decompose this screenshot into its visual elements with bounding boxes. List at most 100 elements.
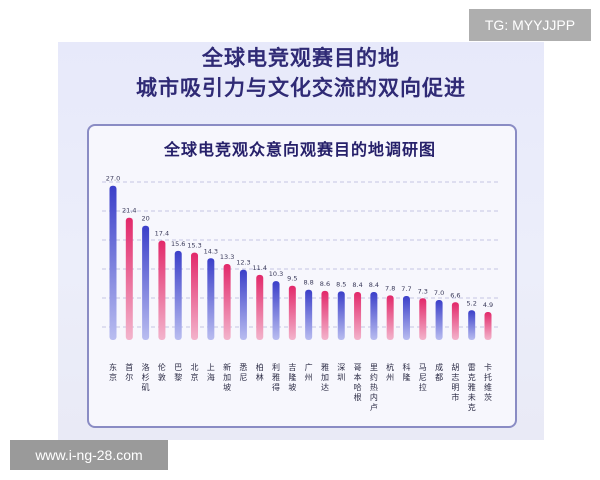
value-label: 6.6 (450, 291, 460, 299)
bar (239, 269, 247, 340)
category-label: 马尼拉 (419, 363, 427, 392)
category-char: 内 (370, 392, 378, 402)
category-char: 明 (451, 383, 459, 392)
category-char: 得 (272, 382, 280, 392)
category-label: 首尔 (125, 362, 133, 382)
category-char: 柏 (256, 362, 264, 372)
category-char: 尼 (239, 373, 247, 382)
value-label: 21.4 (122, 207, 136, 215)
category-char: 伦 (158, 362, 166, 372)
value-label: 5.2 (467, 299, 477, 307)
category-char: 卢 (370, 402, 378, 412)
category-char: 拉 (419, 382, 427, 392)
category-char: 尔 (125, 372, 133, 382)
category-char: 茨 (484, 392, 492, 402)
category-char: 托 (484, 372, 492, 382)
category-char: 京 (191, 372, 199, 382)
value-label: 15.3 (187, 242, 201, 250)
category-char: 加 (223, 372, 231, 382)
category-label: 杭州 (386, 362, 394, 382)
category-label: 里约热内卢 (370, 363, 378, 412)
category-label: 北京 (191, 363, 199, 382)
bar (321, 290, 329, 340)
category-label: 巴黎 (174, 363, 182, 382)
category-label: 利雅得 (272, 362, 280, 392)
category-char: 吉 (288, 363, 296, 372)
category-char: 坡 (288, 382, 296, 392)
category-label: 伦敦 (158, 362, 166, 382)
value-label: 17.4 (155, 230, 169, 238)
bar (288, 285, 296, 340)
bar (419, 298, 427, 340)
value-label: 20 (141, 215, 149, 223)
category-char: 矶 (142, 383, 150, 392)
watermark-site-badge: www.i-ng-28.com (10, 440, 168, 470)
category-char: 州 (305, 373, 313, 382)
value-label: 10.3 (269, 270, 283, 278)
category-char: 首 (125, 362, 133, 372)
bar (402, 296, 410, 340)
header-line-2: 城市吸引力与文化交流的双向促进 (136, 76, 466, 100)
category-label: 洛杉矶 (142, 362, 150, 392)
category-label: 柏林 (256, 362, 264, 382)
category-char: 成 (435, 362, 443, 372)
bar (370, 292, 378, 340)
category-char: 达 (321, 382, 329, 392)
category-label: 雅加达 (321, 362, 329, 392)
bar (451, 302, 459, 340)
category-char: 卡 (484, 362, 492, 372)
category-label: 广州 (305, 362, 313, 382)
bar (125, 217, 133, 340)
category-label: 科隆 (402, 362, 410, 382)
category-label: 哥本哈根 (354, 363, 362, 402)
category-char: 克 (468, 373, 476, 382)
category-label: 卡托维茨 (484, 362, 492, 402)
value-label: 4.9 (483, 301, 493, 309)
value-label: 7.3 (418, 287, 428, 295)
category-char: 新 (223, 362, 231, 372)
category-char: 巴 (174, 363, 182, 372)
value-label: 7.7 (401, 285, 411, 293)
category-char: 市 (451, 392, 459, 402)
bar (174, 250, 182, 340)
category-label: 东京 (109, 362, 117, 382)
category-char: 圳 (337, 372, 345, 382)
category-char: 杉 (142, 372, 150, 382)
watermark-tg-badge: TG: MYYJJPP (469, 9, 591, 41)
bar (272, 281, 280, 340)
value-label: 8.6 (320, 280, 330, 288)
category-char: 雅 (321, 362, 329, 372)
bar (223, 264, 231, 340)
value-label: 8.4 (352, 281, 362, 289)
category-char: 林 (256, 372, 264, 382)
category-char: 热 (370, 382, 378, 392)
category-label: 成都 (435, 362, 443, 382)
value-label: 9.5 (287, 275, 297, 283)
category-label: 新加坡 (223, 362, 231, 392)
value-label: 11.4 (252, 264, 266, 272)
category-label: 胡志明市 (451, 362, 459, 402)
bar (337, 291, 345, 340)
bar (207, 258, 215, 340)
bar (484, 312, 492, 340)
category-char: 海 (207, 372, 215, 382)
bar (305, 289, 313, 340)
category-char: 坡 (223, 382, 231, 392)
category-char: 上 (207, 363, 215, 372)
category-char: 敦 (158, 372, 166, 382)
category-char: 京 (109, 372, 117, 382)
chart-panel (87, 124, 517, 428)
value-label: 8.8 (303, 279, 313, 287)
category-label: 上海 (207, 363, 215, 382)
category-char: 哈 (354, 382, 362, 392)
category-label: 悉尼 (239, 362, 247, 382)
category-label: 深圳 (337, 363, 345, 382)
value-label: 8.5 (336, 280, 346, 288)
category-char: 洛 (142, 362, 150, 372)
category-char: 悉 (239, 362, 247, 372)
chart-title: 全球电竞观众意向观赛目的地调研图 (163, 140, 436, 159)
value-label: 15.6 (171, 240, 185, 248)
value-label: 13.3 (220, 253, 234, 261)
bar (386, 295, 394, 340)
